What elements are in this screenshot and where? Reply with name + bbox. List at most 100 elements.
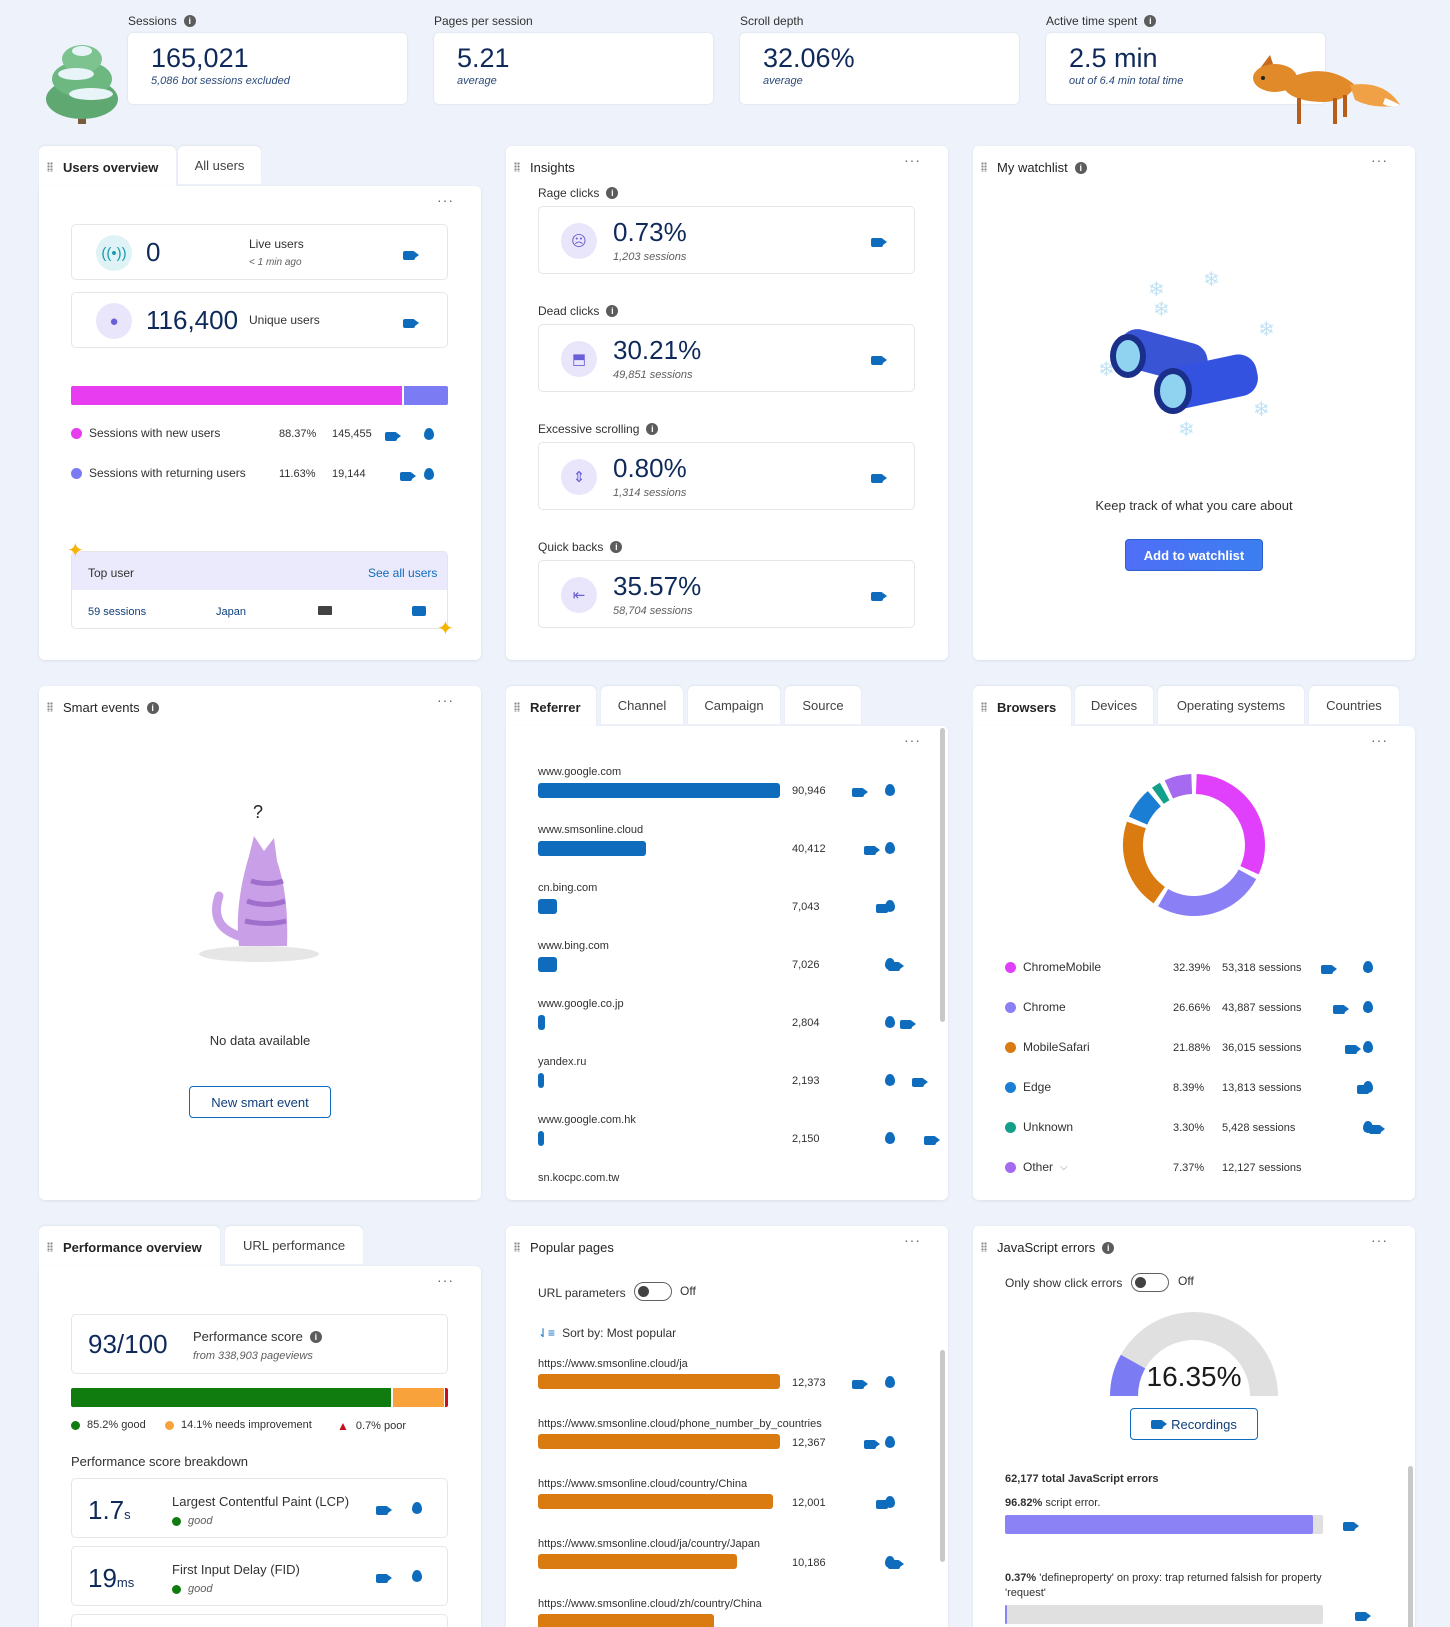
profile-card-icon[interactable]	[412, 606, 426, 616]
heatmap-icon[interactable]	[1363, 961, 1373, 973]
recordings-icon[interactable]	[385, 432, 401, 441]
js-error-bar[interactable]	[1005, 1605, 1007, 1624]
heatmap-icon[interactable]	[1363, 1001, 1373, 1013]
needs-improvement-bar[interactable]	[393, 1388, 444, 1407]
insight-row[interactable]: ⬒ 30.21% 49,851 sessions	[538, 324, 915, 392]
chevron-down-icon[interactable]: ⌵	[1060, 1161, 1068, 1173]
tab-browsers[interactable]: Browsers	[973, 686, 1071, 728]
more-options-icon[interactable]: ···	[1371, 152, 1388, 168]
recordings-icon[interactable]	[1345, 1045, 1361, 1054]
more-options-icon[interactable]: ···	[1371, 1232, 1388, 1248]
drag-handle-icon[interactable]	[514, 702, 520, 712]
heatmap-icon[interactable]	[885, 784, 895, 796]
recordings-icon[interactable]	[403, 251, 419, 260]
heatmap-icon[interactable]	[885, 1376, 895, 1388]
drag-handle-icon[interactable]	[514, 1242, 520, 1252]
more-options-icon[interactable]: ···	[1371, 732, 1388, 748]
referrer-bar[interactable]	[538, 1131, 544, 1146]
page-url[interactable]: https://www.smsonline.cloud/country/Chin…	[538, 1478, 748, 1490]
tab-operating-systems[interactable]: Operating systems	[1158, 686, 1304, 724]
heatmap-icon[interactable]	[424, 428, 434, 440]
new-users-bar[interactable]	[71, 386, 402, 405]
recordings-icon[interactable]	[871, 592, 887, 601]
page-bar[interactable]	[538, 1554, 737, 1569]
referrer-bar[interactable]	[538, 783, 780, 798]
more-options-icon[interactable]: ···	[437, 192, 454, 208]
info-icon[interactable]: i	[309, 1330, 322, 1343]
drag-handle-icon[interactable]	[981, 1242, 987, 1252]
recordings-icon[interactable]	[1333, 1005, 1349, 1014]
heatmap-icon[interactable]	[885, 900, 895, 912]
info-icon[interactable]: i	[606, 305, 619, 317]
heatmap-icon[interactable]	[885, 958, 895, 970]
page-url[interactable]: https://www.smsonline.cloud/zh/country/C…	[538, 1598, 762, 1610]
more-options-icon[interactable]: ···	[904, 152, 921, 168]
page-url[interactable]: https://www.smsonline.cloud/ja	[538, 1358, 688, 1370]
more-options-icon[interactable]: ···	[904, 732, 921, 748]
good-bar[interactable]	[71, 1388, 391, 1407]
referrer-bar[interactable]	[538, 1073, 544, 1088]
tab-countries[interactable]: Countries	[1309, 686, 1399, 724]
recordings-icon[interactable]	[864, 1440, 880, 1449]
recordings-icon[interactable]	[900, 1020, 916, 1029]
drag-handle-icon[interactable]	[47, 162, 53, 172]
insight-row[interactable]: ⇤ 35.57% 58,704 sessions	[538, 560, 915, 628]
insight-row[interactable]: ☹ 0.73% 1,203 sessions	[538, 206, 915, 274]
live-users-row[interactable]: ((•)) 0 Live users < 1 min ago	[71, 224, 448, 280]
donut-slice-other[interactable]	[1164, 774, 1193, 799]
top-user-sessions[interactable]: 59 sessions	[88, 606, 147, 618]
info-icon[interactable]: i	[646, 423, 659, 435]
heatmap-icon[interactable]	[885, 1556, 895, 1568]
donut-slice-chrome[interactable]	[1158, 869, 1257, 916]
recordings-icon[interactable]	[871, 474, 887, 483]
recordings-icon[interactable]	[912, 1078, 928, 1087]
metric-row[interactable]: 1.7s Largest Contentful Paint (LCP) good	[71, 1478, 448, 1538]
tab-all-users[interactable]: All users	[178, 146, 261, 184]
heatmap-icon[interactable]	[1363, 1041, 1373, 1053]
page-url[interactable]: https://www.smsonline.cloud/phone_number…	[538, 1418, 822, 1430]
drag-handle-icon[interactable]	[47, 702, 53, 712]
insight-row[interactable]: ⇕ 0.80% 1,314 sessions	[538, 442, 915, 510]
metric-row[interactable]	[71, 1614, 448, 1627]
donut-slice-unknown[interactable]	[1152, 782, 1170, 804]
recordings-icon[interactable]	[1355, 1612, 1371, 1621]
recordings-button[interactable]: Recordings	[1130, 1408, 1258, 1440]
tab-users-overview[interactable]: Users overview	[39, 146, 176, 188]
tab-campaign[interactable]: Campaign	[688, 686, 780, 724]
info-icon[interactable]: i	[610, 541, 623, 553]
url-parameters-toggle[interactable]	[634, 1282, 672, 1301]
recordings-icon[interactable]	[871, 356, 887, 365]
info-icon[interactable]: i	[1144, 15, 1157, 27]
info-icon[interactable]: i	[183, 15, 196, 27]
recordings-icon[interactable]	[852, 788, 868, 797]
heatmap-icon[interactable]	[412, 1502, 422, 1514]
more-options-icon[interactable]: ···	[437, 1272, 454, 1288]
page-bar[interactable]	[538, 1614, 714, 1627]
click-errors-toggle[interactable]	[1131, 1273, 1169, 1292]
heatmap-icon[interactable]	[885, 842, 895, 854]
recordings-icon[interactable]	[1369, 1125, 1385, 1134]
recordings-icon[interactable]	[376, 1506, 392, 1515]
tab-url-performance[interactable]: URL performance	[225, 1226, 363, 1264]
heatmap-icon[interactable]	[412, 1570, 422, 1582]
donut-slice-edge[interactable]	[1128, 791, 1162, 826]
poor-bar[interactable]	[445, 1388, 448, 1407]
info-icon[interactable]: i	[1102, 1241, 1115, 1254]
info-icon[interactable]: i	[606, 187, 619, 199]
donut-slice-mobilesafari[interactable]	[1123, 821, 1166, 904]
recordings-icon[interactable]	[864, 846, 880, 855]
tab-channel[interactable]: Channel	[601, 686, 683, 724]
tab-referrer[interactable]: Referrer	[506, 686, 596, 728]
heatmap-icon[interactable]	[885, 1496, 895, 1508]
see-all-users-link[interactable]: See all users	[368, 566, 438, 580]
heatmap-icon[interactable]	[885, 1074, 895, 1086]
referrer-bar[interactable]	[538, 841, 646, 856]
info-icon[interactable]: i	[1074, 161, 1087, 174]
donut-slice-chromemobile[interactable]	[1195, 774, 1265, 875]
heatmap-icon[interactable]	[885, 1436, 895, 1448]
drag-handle-icon[interactable]	[514, 162, 520, 172]
recordings-icon[interactable]	[924, 1136, 940, 1145]
heatmap-icon[interactable]	[1363, 1081, 1373, 1093]
page-url[interactable]: https://www.smsonline.cloud/ja/country/J…	[538, 1538, 760, 1550]
more-options-icon[interactable]: ···	[904, 1232, 921, 1248]
